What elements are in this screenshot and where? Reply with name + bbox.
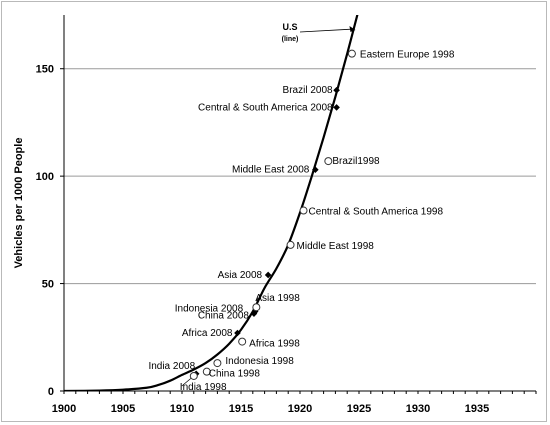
label-africa-1998: Africa 1998 xyxy=(249,339,300,350)
us-label-arrowhead xyxy=(349,26,356,33)
us-series-line xyxy=(64,15,359,391)
label-brazil-2008: Brazil 2008 xyxy=(283,85,333,96)
point-central-and-south-america-2008 xyxy=(333,104,340,111)
y-axis-ticks: 0 50 100 150 xyxy=(36,64,64,398)
data-points xyxy=(189,49,356,380)
point-asia-2008 xyxy=(264,271,272,279)
label-indonesia-2008: Indonesia 2008 xyxy=(175,304,244,315)
x-tick-label-1930: 1930 xyxy=(406,403,430,415)
label-india-1998: India 1998 xyxy=(180,382,227,393)
label-indonesia-1998: Indonesia 1998 xyxy=(225,356,294,367)
x-tick-label-1925: 1925 xyxy=(347,403,371,415)
point-asia-1998 xyxy=(252,303,261,312)
label-india-2008: India 2008 xyxy=(148,361,195,372)
y-tick-label-150: 150 xyxy=(36,64,54,76)
us-series-label-note: (line) xyxy=(282,36,299,43)
x-tick-label-1935: 1935 xyxy=(465,403,489,415)
label-middle-east-2008: Middle East 2008 xyxy=(232,165,310,176)
x-tick-label-1915: 1915 xyxy=(229,403,253,415)
point-central-and-south-america-1998 xyxy=(299,206,308,215)
point-indonesia-2008 xyxy=(251,308,259,315)
point-brazil-2008 xyxy=(333,86,340,94)
us-series-label-group: U.S (line) xyxy=(282,22,356,43)
label-china-1998: China 1998 xyxy=(209,369,261,380)
label-asia-1998: Asia 1998 xyxy=(255,293,300,304)
x-tick-label-1920: 1920 xyxy=(288,403,312,415)
point-brazil1998 xyxy=(324,157,333,166)
point-middle-east-1998 xyxy=(286,240,295,249)
label-central-and-south-america-1998: Central & South America 1998 xyxy=(309,207,444,218)
us-series-label: U.S xyxy=(282,22,297,32)
point-china-1998 xyxy=(202,367,211,376)
y-axis-label: Vehicles per 1000 People xyxy=(13,138,25,269)
point-eastern-europe-1998 xyxy=(347,49,356,58)
x-tick-label-1900: 1900 xyxy=(52,403,76,415)
y-tick-label-50: 50 xyxy=(42,279,54,291)
label-eastern-europe-1998: Eastern Europe 1998 xyxy=(360,50,455,61)
label-asia-2008: Asia 2008 xyxy=(218,270,263,281)
x-axis-ticks: 1900 1905 1910 1915 1920 1925 1930 1935 xyxy=(52,391,537,415)
point-india-1998 xyxy=(189,371,198,380)
x-tick-label-1910: 1910 xyxy=(170,403,194,415)
y-tick-label-100: 100 xyxy=(36,171,54,183)
label-central-and-south-america-2008: Central & South America 2008 xyxy=(198,102,333,113)
point-indonesia-1998 xyxy=(213,359,222,368)
x-tick-label-1905: 1905 xyxy=(111,403,135,415)
point-middle-east-2008 xyxy=(312,166,319,173)
us-label-arrow xyxy=(299,28,354,33)
label-africa-2008: Africa 2008 xyxy=(182,328,233,339)
point-china-2008 xyxy=(250,310,258,317)
point-africa-1998 xyxy=(238,337,247,346)
label-brazil1998: Brazil1998 xyxy=(332,156,380,167)
grid-lines xyxy=(64,68,536,285)
label-middle-east-1998: Middle East 1998 xyxy=(297,241,375,252)
series-line-group xyxy=(64,15,359,391)
y-tick-label-0: 0 xyxy=(48,386,54,398)
point-africa-2008 xyxy=(234,329,241,337)
label-china-2008: China 2008 xyxy=(198,311,250,322)
